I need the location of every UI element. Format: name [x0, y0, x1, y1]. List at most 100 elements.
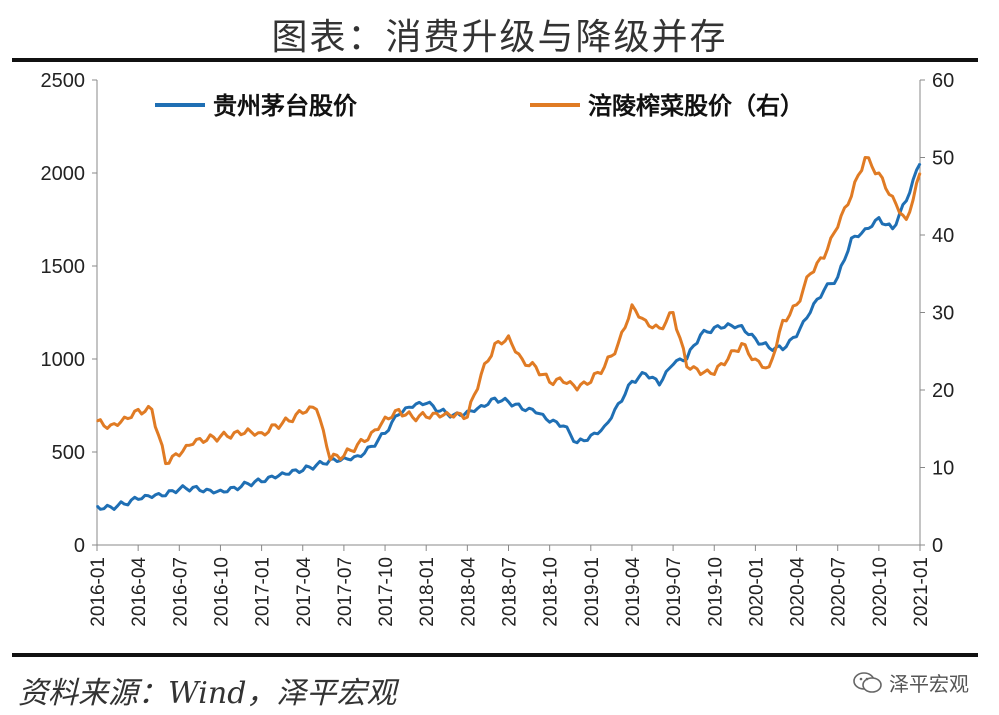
data-point — [411, 416, 414, 418]
left-tick-label: 1500 — [41, 256, 86, 278]
series-line-fuling — [96, 156, 922, 466]
data-point — [192, 486, 194, 489]
data-point — [919, 172, 921, 174]
data-point — [864, 156, 866, 159]
data-point — [109, 424, 112, 426]
data-point — [521, 358, 524, 360]
right-tick-label: 40 — [932, 225, 954, 247]
data-point — [233, 431, 235, 434]
data-point — [548, 421, 551, 424]
data-point — [137, 498, 139, 501]
data-point — [836, 226, 839, 229]
data-point — [795, 303, 798, 306]
left-tick-label: 0 — [74, 535, 85, 557]
data-point — [315, 464, 318, 466]
top-rule — [12, 58, 978, 62]
watermark-text: 泽平宏观 — [889, 672, 969, 696]
data-point — [192, 443, 194, 446]
data-point — [782, 348, 784, 351]
data-point — [658, 384, 661, 386]
watermark: 泽平宏观 — [853, 668, 969, 697]
data-point — [850, 237, 853, 239]
legend-label: 涪陵榨菜股价（右） — [588, 92, 804, 120]
data-point — [699, 334, 702, 336]
data-point — [603, 365, 606, 368]
data-point — [205, 488, 208, 491]
x-tick-label: 2021-01 — [911, 557, 932, 627]
data-point — [411, 406, 414, 409]
data-point — [425, 402, 428, 405]
data-point — [439, 410, 441, 412]
right-tick-label: 30 — [932, 303, 954, 325]
data-point — [576, 441, 578, 444]
data-point — [425, 416, 428, 418]
data-point — [493, 397, 496, 399]
x-tick-label: 2020-01 — [746, 557, 767, 627]
data-point — [713, 373, 716, 376]
data-point — [480, 373, 482, 376]
x-tick-label: 2019-10 — [705, 557, 726, 627]
data-point — [109, 506, 112, 508]
data-point — [590, 381, 592, 384]
data-point — [247, 427, 249, 430]
x-tick-label: 2018-01 — [417, 557, 438, 627]
x-tick-label: 2017-04 — [294, 557, 315, 627]
data-point — [329, 458, 331, 461]
data-point — [356, 454, 359, 457]
data-point — [370, 431, 373, 434]
data-point — [397, 408, 400, 411]
data-point — [795, 335, 798, 338]
chart-legend: 贵州茅台股价 涪陵榨菜股价（右） — [155, 92, 804, 120]
left-tick-label: 2500 — [41, 70, 86, 92]
data-point — [356, 443, 359, 446]
x-tick-label: 2020-10 — [870, 557, 891, 627]
data-point — [219, 435, 222, 438]
data-point — [658, 327, 661, 329]
data-point — [686, 365, 688, 368]
x-tick-label: 2016-07 — [170, 557, 191, 627]
data-point — [205, 439, 208, 442]
data-point — [123, 503, 126, 505]
data-point — [343, 455, 345, 457]
data-point — [562, 425, 565, 427]
data-point — [233, 486, 235, 489]
data-point — [754, 358, 757, 360]
data-point — [891, 228, 894, 230]
data-point — [452, 416, 455, 418]
data-point — [644, 373, 647, 375]
data-point — [164, 494, 167, 497]
data-point — [301, 412, 304, 415]
bottom-rule — [12, 653, 978, 657]
data-point — [590, 434, 592, 437]
data-point — [466, 416, 469, 418]
data-point — [480, 404, 482, 407]
data-point — [96, 505, 98, 507]
data-point — [809, 311, 812, 314]
data-point — [137, 408, 139, 411]
x-tick-label: 2019-01 — [582, 557, 603, 627]
data-point — [260, 431, 263, 434]
x-tick-label: 2020-04 — [788, 557, 809, 627]
data-point — [836, 276, 839, 278]
data-point — [617, 342, 620, 345]
data-point — [219, 489, 222, 491]
data-point — [823, 289, 825, 291]
right-tick-label: 60 — [932, 70, 954, 92]
data-point — [260, 480, 263, 483]
data-point — [727, 358, 729, 360]
data-point — [493, 342, 496, 345]
right-tick-label: 10 — [932, 458, 954, 480]
data-point — [151, 408, 153, 411]
right-tick-label: 0 — [932, 535, 943, 557]
chart-series — [95, 156, 922, 511]
data-point — [288, 420, 290, 422]
left-tick-label: 2000 — [41, 163, 86, 185]
data-point — [178, 488, 181, 491]
data-point — [384, 416, 386, 418]
data-point — [123, 416, 126, 418]
data-point — [548, 381, 551, 384]
data-point — [507, 400, 510, 403]
left-tick-label: 1000 — [41, 349, 86, 371]
data-point — [631, 303, 633, 306]
data-point — [562, 381, 565, 384]
